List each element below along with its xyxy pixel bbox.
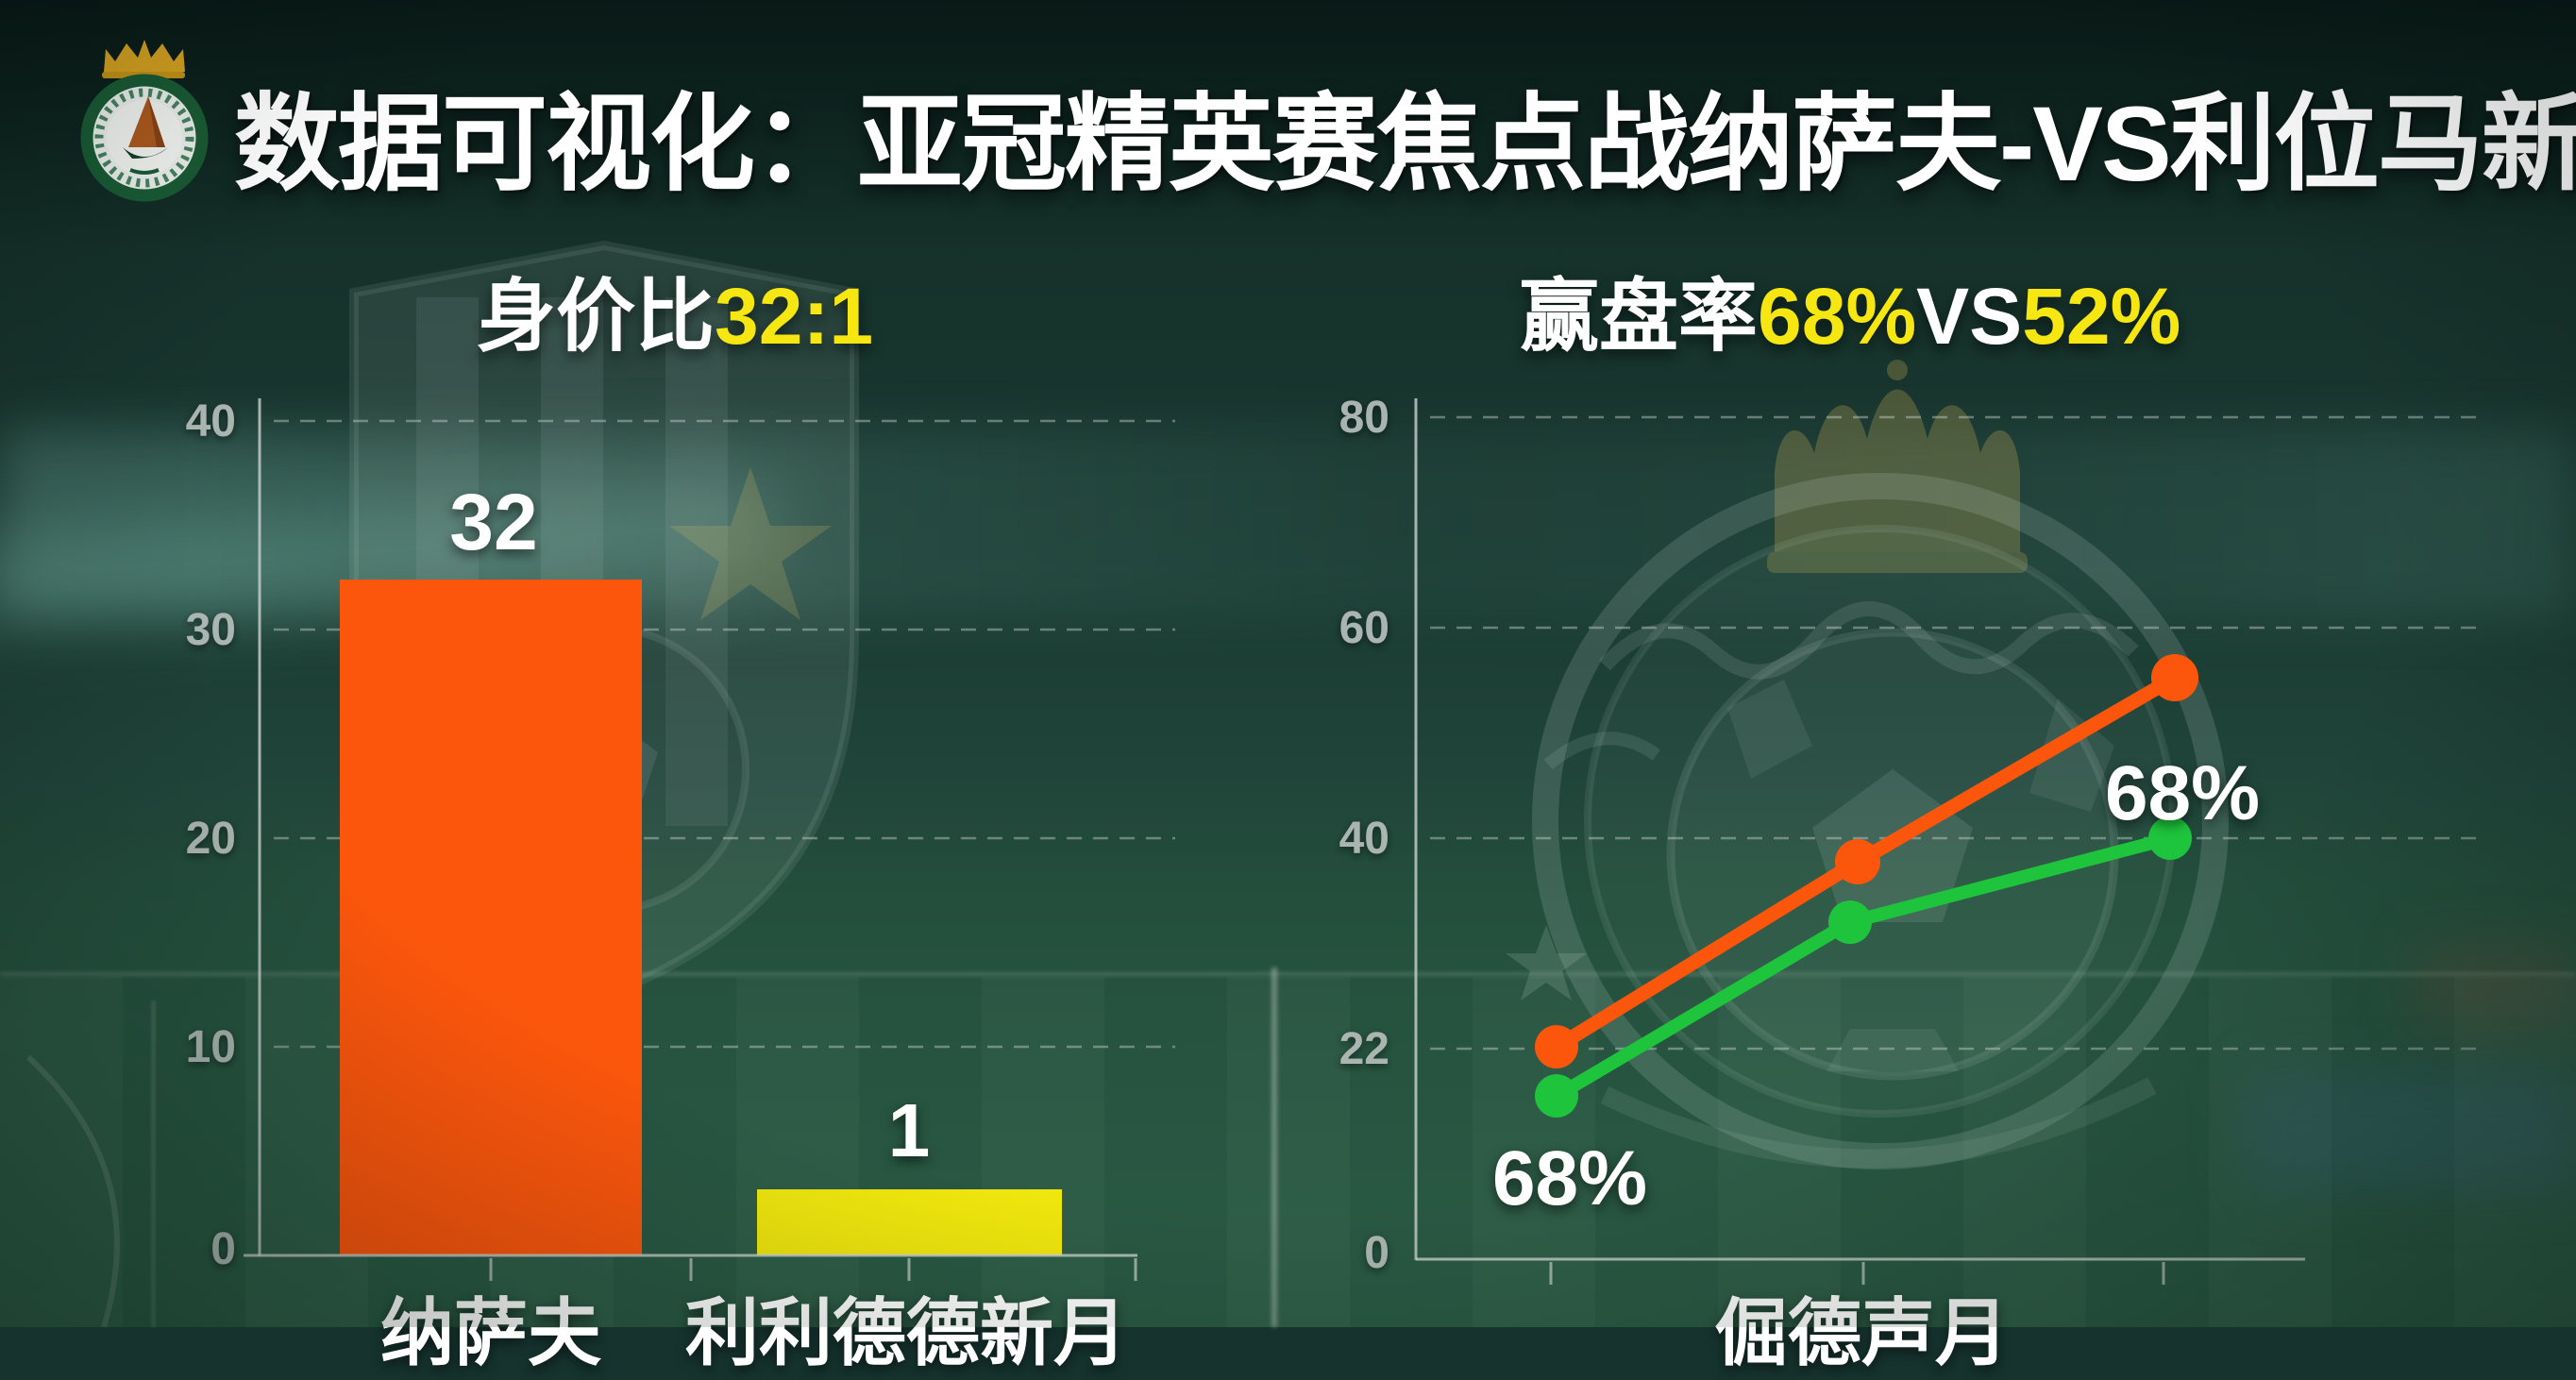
bar-value-nasaf: 32: [449, 478, 538, 566]
crest-ball-patch: [1727, 680, 1812, 779]
chart-layer: [244, 398, 2478, 1285]
left-heading-value: 32:1: [715, 272, 874, 361]
crest-crown-base: [1767, 552, 2028, 573]
shield-stripe: [665, 297, 728, 826]
left-chart-heading: 身价比32:1: [477, 253, 873, 367]
crest-bottom-arc: [1600, 1077, 2157, 1169]
logo-sail-shadow: [148, 96, 165, 147]
stands-red-glow: [2416, 944, 2576, 1029]
right-heading-prefix: 赢盘率: [1520, 272, 1759, 361]
line-end-label: 68%: [2104, 750, 2261, 836]
line-start-label: 68%: [1491, 1136, 1648, 1221]
crest-star-icon: [1506, 925, 1587, 1001]
right-chart-heading: 赢盘率68%VS52%: [1520, 253, 2180, 367]
crest-watermark: [1506, 360, 2229, 1170]
category-right: 倔德声月: [1713, 1291, 2009, 1374]
y-tick-0: 0: [210, 1224, 236, 1274]
shield-star-icon: [669, 467, 832, 620]
crest-calligraphy-small: [1543, 732, 1661, 770]
y-tick-80: 80: [1339, 393, 1389, 443]
club-logo: [80, 40, 209, 202]
stadium-dark-roof: [0, 0, 2576, 255]
pitch-horizon-line: [0, 972, 2576, 976]
crest-outer-ring: [1532, 473, 2229, 1170]
left-heading-prefix: 身价比: [477, 272, 716, 361]
bar-value-hilal: 1: [887, 1088, 931, 1172]
y-tick-30: 30: [185, 605, 236, 655]
orange-point-3: [2151, 654, 2198, 701]
category-nasaf: 纳萨夫: [379, 1291, 601, 1374]
y-tick-22: 22: [1339, 1024, 1389, 1074]
bar-hilal: [757, 1189, 1062, 1255]
y-tick-20: 20: [185, 814, 236, 864]
logo-hull-icon: [123, 147, 168, 159]
logo-crown-icon: [104, 40, 185, 72]
pitch-side-line: [151, 1001, 156, 1327]
y-tick-40: 40: [1339, 814, 1389, 864]
stands-blue-glow: [2247, 1076, 2576, 1189]
y-tick-40: 40: [185, 396, 236, 446]
page-title: 数据可视化：亚冠精英赛焦点战纳萨夫-VS利位马新月: [234, 85, 2576, 203]
y-tick-60: 60: [1339, 603, 1389, 653]
bar-nasaf: [340, 580, 642, 1255]
crest-calligraphy: [1599, 601, 2139, 680]
green-point-1: [1535, 1074, 1578, 1118]
y-tick-10: 10: [185, 1022, 236, 1072]
right-heading-value2: 52%: [2022, 272, 2181, 361]
pitch-arc-line: [25, 1054, 120, 1327]
y-tick-0: 0: [1364, 1228, 1389, 1278]
green-point-3: [2148, 816, 2192, 860]
crown-jewel: [1887, 360, 1908, 380]
green-point-2: [1828, 900, 1872, 944]
right-heading-value1: 68%: [1758, 272, 1917, 361]
crest-crown-icon: [1775, 389, 2020, 552]
orange-point-1: [1535, 1025, 1578, 1069]
bar-chart: [244, 398, 1175, 1281]
crest-ball-patch: [1827, 1029, 1959, 1071]
category-hilal: 利利德德新月: [684, 1291, 1127, 1374]
logo-script: [129, 168, 160, 175]
pitch-white-line: [1271, 968, 1277, 1327]
right-heading-vs: VS: [1916, 272, 2023, 361]
crest-ball-patch: [2029, 698, 2114, 812]
line-chart: [1414, 398, 2478, 1285]
orange-point-2: [1835, 839, 1880, 884]
logo-text-ring: [94, 88, 194, 188]
